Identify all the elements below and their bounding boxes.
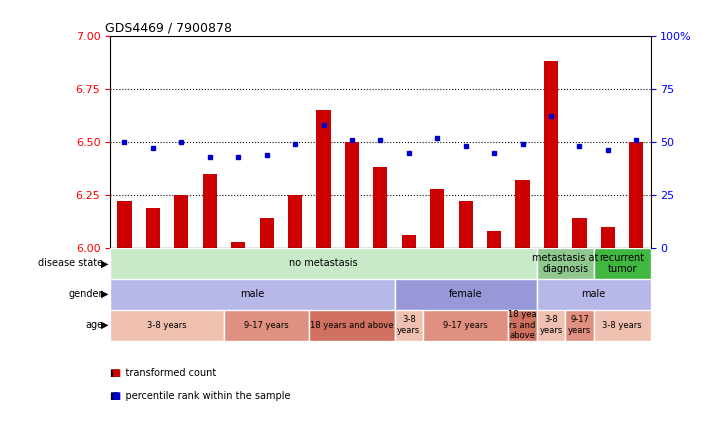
Bar [601,227,615,248]
Text: female: female [449,289,483,299]
Text: disease state: disease state [38,258,103,268]
Bar [572,218,587,248]
Bar [629,142,643,248]
Bar [174,195,188,248]
Text: ■: ■ [111,391,120,401]
Bar [110,310,224,341]
Text: no metastasis: no metastasis [289,258,358,268]
Bar [537,310,565,341]
Text: GDS4469 / 7900878: GDS4469 / 7900878 [105,22,232,35]
Bar [594,248,651,279]
Text: 3-8 years: 3-8 years [147,321,187,330]
Bar [594,310,651,341]
Bar [395,279,537,310]
Bar [345,142,359,248]
Text: age: age [85,320,103,330]
Bar [146,208,160,248]
Bar [316,110,331,248]
Bar [260,218,274,248]
Text: metastasis at
diagnosis: metastasis at diagnosis [532,253,599,274]
Bar [508,310,537,341]
Bar [487,231,501,248]
Bar [203,174,217,248]
Text: ▶: ▶ [100,289,108,299]
Bar [402,235,416,248]
Text: 9-17 years: 9-17 years [245,321,289,330]
Text: 3-8
years: 3-8 years [540,316,562,335]
Text: male: male [582,289,606,299]
Text: 3-8
years: 3-8 years [397,316,420,335]
Text: ■: ■ [111,368,120,378]
Bar [117,201,132,248]
Text: 18 yea
rs and
above: 18 yea rs and above [508,310,537,340]
Text: gender: gender [68,289,103,299]
Text: male: male [240,289,264,299]
Text: ▶: ▶ [100,320,108,330]
Bar [423,310,508,341]
Text: 9-17 years: 9-17 years [444,321,488,330]
Text: ■  transformed count: ■ transformed count [110,368,216,378]
Bar [110,279,395,310]
Text: 9-17
years: 9-17 years [568,316,591,335]
Text: 3-8 years: 3-8 years [602,321,642,330]
Bar [309,310,395,341]
Bar [224,310,309,341]
Bar [515,180,530,248]
Bar [565,310,594,341]
Bar [288,195,302,248]
Bar [459,201,473,248]
Bar [544,61,558,248]
Text: recurrent
tumor: recurrent tumor [599,253,645,274]
Text: ■  percentile rank within the sample: ■ percentile rank within the sample [110,391,291,401]
Text: 18 years and above: 18 years and above [310,321,394,330]
Bar [231,242,245,248]
Bar [430,189,444,248]
Bar [537,248,594,279]
Bar [395,310,423,341]
Bar [110,248,537,279]
Bar [373,168,387,248]
Text: ▶: ▶ [100,258,108,268]
Bar [537,279,651,310]
